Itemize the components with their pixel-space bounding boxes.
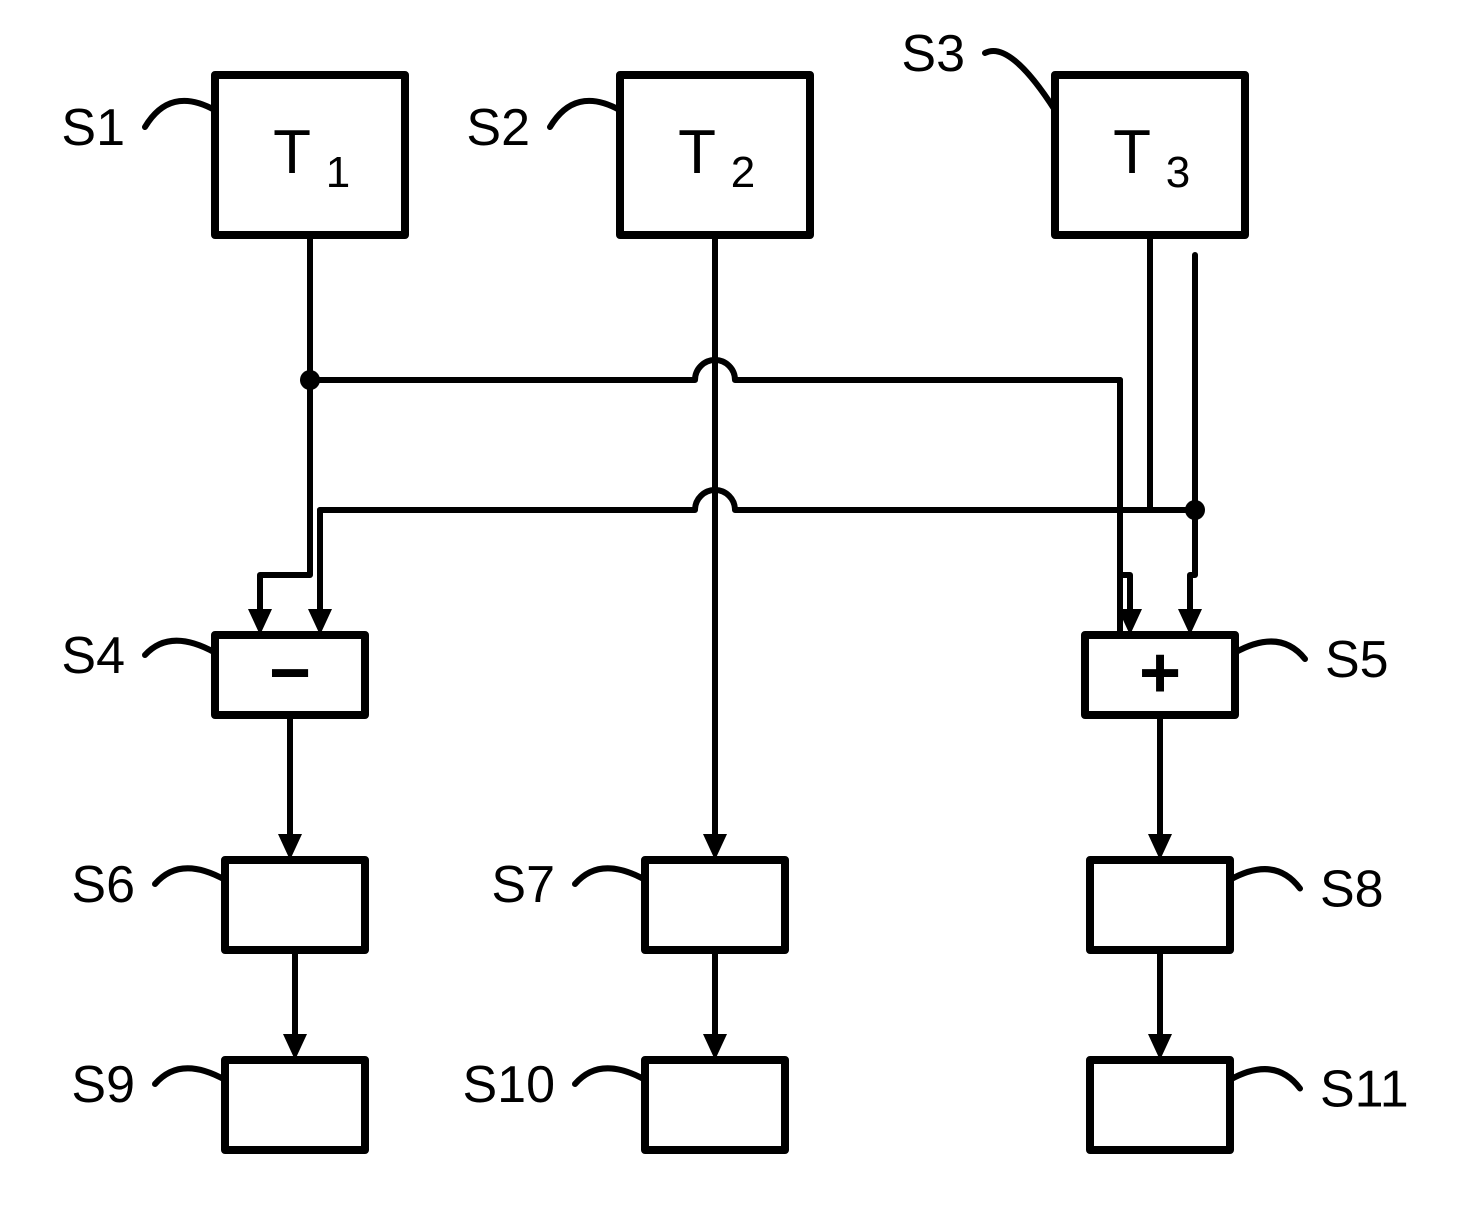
label-pointer [145,101,215,127]
node-s9: S9 [71,1056,365,1150]
ext-label: S9 [71,1056,135,1114]
node-box [225,1060,365,1150]
node-subscript: 3 [1166,148,1190,197]
label-pointer [155,1068,225,1084]
label-pointer [1235,642,1305,659]
edge [1120,380,1130,611]
edge [1190,510,1195,611]
label-pointer [1230,1069,1300,1088]
label-pointer [985,51,1055,110]
node-s8: S8 [1090,860,1384,950]
label-pointer [155,868,225,884]
ext-label: S5 [1325,631,1389,689]
node-s7: S7 [491,856,785,950]
ext-label: S8 [1320,861,1384,919]
node-s11: S11 [1090,1060,1409,1150]
node-box [1090,860,1230,950]
node-text: T [1113,118,1151,187]
ext-label: S11 [1320,1061,1409,1119]
node-subscript: 2 [731,148,755,197]
node-box [645,860,785,950]
label-pointer [1230,869,1300,888]
node-box [1090,1060,1230,1150]
label-pointer [550,101,620,127]
node-box [645,1060,785,1150]
label-pointer [575,868,645,884]
node-t1: T1 S1 [61,75,405,235]
ext-label: S2 [466,99,530,157]
label-pointer [575,1068,645,1084]
node-op_plus: + S5 [1085,631,1389,715]
ext-label: S1 [61,99,125,157]
edge [320,490,1195,510]
node-t3: T3 S3 [901,25,1245,235]
edge [260,380,310,611]
ext-label: S7 [491,856,555,914]
node-t2: T2 S2 [466,75,810,235]
node-s6: S6 [71,856,365,950]
node-subscript: 1 [326,148,350,197]
ext-label: S3 [901,25,965,83]
node-op_minus: − S4 [61,627,365,715]
node-text: T [273,118,311,187]
ext-label: S10 [462,1056,555,1114]
label-pointer [145,641,215,655]
ext-label: S6 [71,856,135,914]
node-text: T [678,118,716,187]
node-op: + [1139,633,1181,713]
node-box [225,860,365,950]
node-s10: S10 [462,1056,785,1150]
node-op: − [269,633,311,713]
ext-label: S4 [61,627,125,685]
